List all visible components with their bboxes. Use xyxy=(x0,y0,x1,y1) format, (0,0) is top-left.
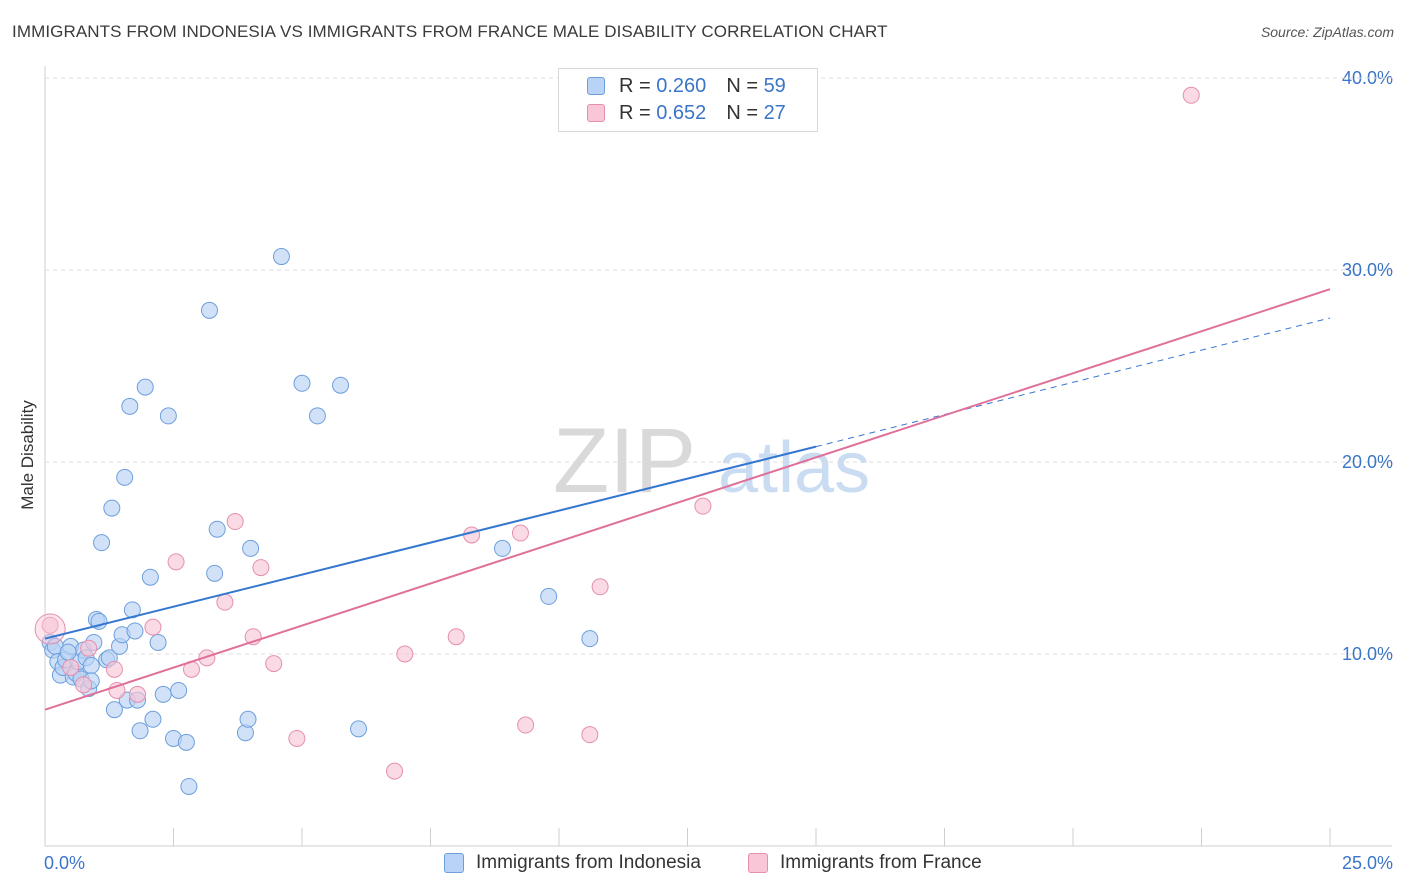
n-label: N = xyxy=(726,74,758,97)
legend-item-france: Immigrants from France xyxy=(748,852,982,874)
france-point xyxy=(463,526,481,544)
x-tick-label-min: 0.0% xyxy=(44,853,85,873)
france-point xyxy=(581,726,599,744)
legend-label-indonesia: Immigrants from Indonesia xyxy=(476,852,701,873)
france-point xyxy=(80,639,98,657)
r-label: R = xyxy=(619,101,651,124)
france-point xyxy=(447,628,465,646)
indonesia-point xyxy=(332,376,350,394)
indonesia-swatch xyxy=(587,77,605,95)
france-point xyxy=(75,676,93,694)
indonesia-point xyxy=(144,710,162,728)
france-point xyxy=(105,660,123,678)
legend-label-france: Immigrants from France xyxy=(780,852,982,873)
indonesia-point xyxy=(180,777,198,795)
n-value-indonesia: 59 xyxy=(763,74,786,97)
chart-title: IMMIGRANTS FROM INDONESIA VS IMMIGRANTS … xyxy=(12,22,888,41)
france-point xyxy=(511,524,529,542)
france-point xyxy=(129,685,147,703)
indonesia-point xyxy=(141,568,159,586)
france-swatch xyxy=(587,104,605,122)
indonesia-point xyxy=(272,248,290,266)
indonesia-point xyxy=(131,722,149,740)
r-label: R = xyxy=(619,74,651,97)
indonesia-point xyxy=(208,520,226,538)
france-point xyxy=(198,649,216,667)
france-point xyxy=(41,616,59,634)
y-tick-label: 30.0% xyxy=(1342,260,1393,280)
indonesia-point xyxy=(200,301,218,319)
indonesia-point xyxy=(126,622,144,640)
indonesia-point xyxy=(116,468,134,486)
watermark-zip: ZIP xyxy=(553,410,696,512)
france-point xyxy=(226,513,244,531)
indonesia-point xyxy=(308,407,326,425)
france-legend-swatch xyxy=(748,853,768,873)
france-point xyxy=(517,716,535,734)
legend-row-indonesia: R = 0.260 N = 59 xyxy=(587,75,786,97)
indonesia-point xyxy=(581,630,599,648)
correlation-legend: R = 0.260 N = 59 R = 0.652 N = 27 xyxy=(558,68,818,132)
france-point xyxy=(1182,86,1200,104)
indonesia-point xyxy=(103,499,121,517)
indonesia-point xyxy=(206,564,224,582)
indonesia-point xyxy=(242,539,260,557)
france-cluster-point xyxy=(34,613,66,645)
legend-row-france: R = 0.652 N = 27 xyxy=(587,102,786,124)
france-point xyxy=(265,655,283,673)
indonesia-point xyxy=(293,374,311,392)
indonesia-point xyxy=(170,681,188,699)
y-tick-label: 10.0% xyxy=(1342,644,1393,664)
r-value-france: 0.652 xyxy=(656,101,707,124)
watermark-atlas: atlas xyxy=(718,428,870,508)
indonesia-legend-swatch xyxy=(444,853,464,873)
france-point xyxy=(694,497,712,515)
france-point xyxy=(386,762,404,780)
france-point xyxy=(288,729,306,747)
indonesia-point xyxy=(350,720,368,738)
series-legend: Immigrants from Indonesia Immigrants fro… xyxy=(0,852,1406,876)
y-tick-label: 20.0% xyxy=(1342,452,1393,472)
indonesia-point xyxy=(93,534,111,552)
indonesia-trend-extension xyxy=(815,317,1331,448)
indonesia-trend-line xyxy=(44,445,817,640)
indonesia-point xyxy=(136,378,154,396)
source-label: Source: ZipAtlas.com xyxy=(1260,24,1394,40)
legend-item-indonesia: Immigrants from Indonesia xyxy=(444,852,701,874)
r-value-indonesia: 0.260 xyxy=(656,74,707,97)
france-trend-line xyxy=(44,288,1331,711)
indonesia-point xyxy=(121,397,139,415)
france-point xyxy=(62,658,80,676)
x-tick-label-max: 25.0% xyxy=(1342,853,1393,873)
france-point xyxy=(591,578,609,596)
france-point xyxy=(167,553,185,571)
france-point xyxy=(396,645,414,663)
indonesia-point xyxy=(177,733,195,751)
indonesia-point xyxy=(105,701,123,719)
indonesia-point xyxy=(82,657,100,675)
indonesia-point xyxy=(154,685,172,703)
indonesia-point xyxy=(493,539,511,557)
france-point xyxy=(216,593,234,611)
indonesia-point xyxy=(59,643,77,661)
n-label: N = xyxy=(726,101,758,124)
indonesia-point xyxy=(159,407,177,425)
indonesia-point xyxy=(239,710,257,728)
indonesia-point xyxy=(149,633,167,651)
indonesia-point xyxy=(540,587,558,605)
france-point xyxy=(252,559,270,577)
n-value-france: 27 xyxy=(763,101,786,124)
france-point xyxy=(144,618,162,636)
